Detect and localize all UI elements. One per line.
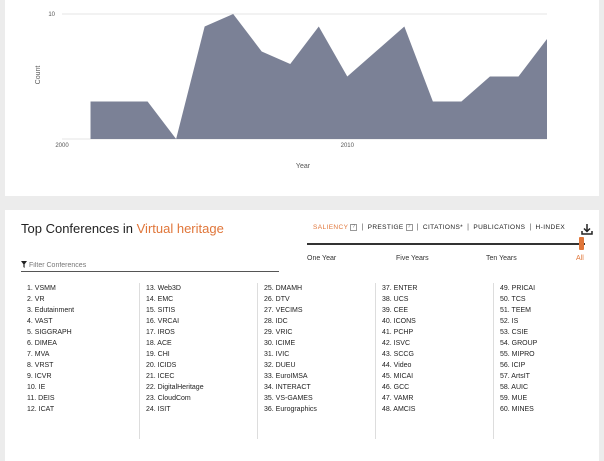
- metric-h-index[interactable]: H-INDEX: [535, 224, 566, 231]
- conference-item[interactable]: 7. MVA: [27, 351, 50, 358]
- conference-item[interactable]: 39. CEE: [382, 307, 409, 314]
- conference-item[interactable]: 52. IS: [500, 318, 519, 325]
- metric-selector: SALIENCY? | PRESTIGE? | CITATIONS* | PUBLICATI…: [313, 224, 565, 231]
- conference-item[interactable]: 47. VAMR: [382, 395, 414, 402]
- conference-item[interactable]: 44. Video: [382, 362, 412, 369]
- conference-item[interactable]: 29. VRIC: [264, 329, 293, 336]
- conference-item[interactable]: 36. Eurographics: [264, 406, 317, 413]
- conference-item[interactable]: 51. TEEM: [500, 307, 531, 314]
- conference-item[interactable]: 42. ISVC: [382, 340, 411, 347]
- x-axis-label: Year: [296, 163, 311, 170]
- time-range-slider-handle[interactable]: [579, 237, 584, 250]
- conference-item[interactable]: 27. VECIMS: [264, 307, 303, 314]
- conference-item[interactable]: 40. ICONS: [382, 318, 416, 325]
- conference-column-1: 1. VSMM 2. VR 3. Edutainment 4. VAST 5. SIGG…: [21, 283, 139, 439]
- conference-item[interactable]: 18. ACE: [146, 340, 172, 347]
- conference-item[interactable]: 2. VR: [27, 296, 45, 303]
- time-range-one-year[interactable]: One Year: [307, 255, 337, 262]
- conference-item[interactable]: 53. CSIE: [500, 329, 529, 336]
- conference-item[interactable]: 37. ENTER: [382, 285, 418, 292]
- conference-item[interactable]: 14. EMC: [146, 296, 174, 303]
- conference-item[interactable]: 1. VSMM: [27, 285, 56, 292]
- conference-item[interactable]: 60. MINES: [500, 406, 534, 413]
- conference-item[interactable]: 58. AUIC: [500, 384, 529, 391]
- time-range-slider-track[interactable]: [307, 243, 585, 245]
- y-tick-label: 10: [48, 12, 55, 18]
- time-range-five-years[interactable]: Five Years: [396, 255, 429, 262]
- x-tick-label: 2000: [55, 143, 69, 149]
- conference-item[interactable]: 9. ICVR: [27, 373, 52, 380]
- metric-prestige[interactable]: PRESTIGE: [367, 224, 404, 231]
- conference-column-5: 49. PRICAI 50. TCS 51. TEEM 52. IS 53. CSIE 5…: [493, 283, 604, 439]
- conference-item[interactable]: 41. PCHP: [382, 329, 414, 336]
- conference-item[interactable]: 43. SCCG: [382, 351, 414, 358]
- topic-name: Virtual heritage: [136, 221, 224, 236]
- conference-item[interactable]: 56. ICIP: [500, 362, 526, 369]
- conference-item[interactable]: 3. Edutainment: [27, 307, 75, 314]
- conference-item[interactable]: 20. ICIDS: [146, 362, 177, 369]
- conference-item[interactable]: 12. ICAT: [27, 406, 55, 413]
- conference-item[interactable]: 55. MIPRO: [500, 351, 535, 358]
- help-icon[interactable]: ?: [405, 224, 413, 231]
- conference-item[interactable]: 17. IROS: [146, 329, 175, 336]
- conference-item[interactable]: 5. SIGGRAPH: [27, 329, 72, 336]
- conference-item[interactable]: 38. UCS: [382, 296, 409, 303]
- conference-item[interactable]: 22. DigitalHeritage: [146, 384, 204, 391]
- filter-conferences-input[interactable]: [29, 259, 277, 271]
- separator: |: [529, 224, 532, 231]
- conference-item[interactable]: 16. VRCAI: [146, 318, 180, 325]
- chart-panel: 10 2000 2010 Year Count: [5, 0, 599, 196]
- conference-item[interactable]: 26. DTV: [264, 296, 290, 303]
- conference-item[interactable]: 50. TCS: [500, 296, 526, 303]
- conference-item[interactable]: 4. VAST: [27, 318, 53, 325]
- count-area-series: [90, 14, 547, 139]
- time-range-ten-years[interactable]: Ten Years: [486, 255, 517, 262]
- conference-item[interactable]: 34. INTERACT: [264, 384, 311, 391]
- conference-column-2: 13. Web3D 14. EMC 15. SITIS 16. VRCAI 17. IR…: [139, 283, 257, 439]
- download-icon[interactable]: [581, 223, 593, 235]
- conference-item[interactable]: 28. IDC: [264, 318, 288, 325]
- filter-box: [21, 258, 279, 272]
- conference-item[interactable]: 25. DMAMH: [264, 285, 303, 292]
- conference-item[interactable]: 10. IE: [27, 384, 46, 391]
- conference-column-4: 37. ENTER 38. UCS 39. CEE 40. ICONS 41. PCHP…: [375, 283, 493, 439]
- conference-item[interactable]: 13. Web3D: [146, 285, 181, 292]
- separator: |: [361, 224, 364, 231]
- conference-item[interactable]: 31. IVIC: [264, 351, 290, 358]
- separator: |: [416, 224, 419, 231]
- conference-item[interactable]: 11. DEIS: [27, 395, 55, 402]
- conference-item[interactable]: 45. MICAI: [382, 373, 414, 380]
- publications-area-chart: 10 2000 2010 Year Count: [35, 12, 547, 170]
- conference-item[interactable]: 8. VRST: [27, 362, 54, 369]
- y-axis-label: Count: [35, 66, 42, 85]
- conference-item[interactable]: 24. ISIT: [146, 406, 171, 413]
- x-tick-label: 2010: [341, 143, 355, 149]
- conference-item[interactable]: 23. CloudCom: [146, 395, 191, 402]
- time-range-all[interactable]: All: [576, 255, 584, 262]
- conference-item[interactable]: 57. ArtsIT: [500, 373, 530, 380]
- metric-publications[interactable]: PUBLICATIONS: [473, 224, 526, 231]
- conference-item[interactable]: 59. MUE: [500, 395, 528, 402]
- conference-item[interactable]: 49. PRICAI: [500, 285, 536, 292]
- conference-item[interactable]: 48. AMCIS: [382, 406, 416, 413]
- conference-item[interactable]: 15. SITIS: [146, 307, 176, 314]
- section-title: Top Conferences in Virtual heritage: [21, 221, 224, 236]
- top-conferences-panel: Top Conferences in Virtual heritage SALI…: [5, 210, 599, 461]
- conference-item[interactable]: 6. DIMEA: [27, 340, 57, 347]
- conference-column-3: 25. DMAMH 26. DTV 27. VECIMS 28. IDC 29. VRI…: [257, 283, 375, 439]
- conference-item[interactable]: 33. EuroIMSA: [264, 373, 308, 380]
- title-prefix: Top Conferences in: [21, 221, 137, 236]
- help-icon[interactable]: ?: [350, 224, 358, 231]
- metric-citations[interactable]: CITATIONS*: [422, 224, 464, 231]
- metric-saliency[interactable]: SALIENCY: [313, 224, 349, 231]
- filter-icon: [21, 261, 27, 268]
- conference-item[interactable]: 19. CHI: [146, 351, 170, 358]
- conference-item[interactable]: 35. VS-GAMES: [264, 395, 313, 402]
- conference-item[interactable]: 32. DUEU: [264, 362, 296, 369]
- conference-item[interactable]: 30. ICIME: [264, 340, 296, 347]
- conference-item[interactable]: 54. GROUP: [500, 340, 538, 347]
- conference-item[interactable]: 21. ICEC: [146, 373, 175, 380]
- conference-item[interactable]: 46. GCC: [382, 384, 410, 391]
- separator: |: [467, 224, 470, 231]
